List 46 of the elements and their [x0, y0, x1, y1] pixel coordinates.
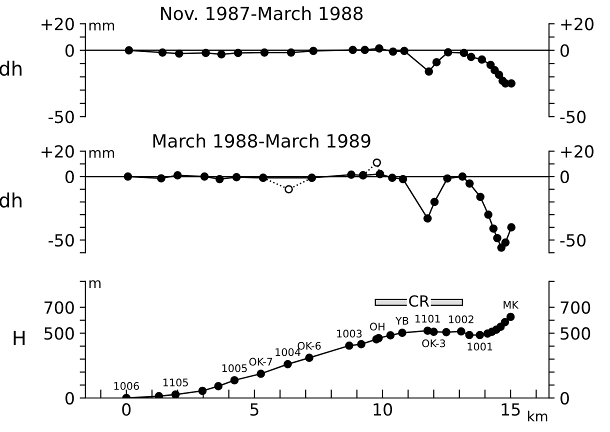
y-tick-label: 0 [65, 392, 74, 405]
y2-tick-label: 0 [560, 170, 569, 184]
annotation: 1001 [468, 342, 492, 351]
y-tick-label: -50 [48, 110, 74, 124]
annotation: 1005 [222, 364, 247, 372]
y2-tick-label: 500 [560, 327, 590, 340]
y-tick-label: +20 [42, 18, 74, 30]
y-tick-label: 500 [44, 327, 74, 340]
x-tick-label: 0 [122, 403, 131, 416]
y2-tick-label: -50 [560, 234, 586, 247]
x-tick-label: 5 [250, 403, 258, 416]
y-tick-label: +20 [42, 145, 74, 158]
annotation: 1101 [415, 314, 440, 323]
band-label: CR [409, 295, 430, 307]
annotation: 1002 [449, 315, 474, 324]
y-tick-label: 0 [65, 44, 74, 57]
y-axis-title: dh [0, 60, 22, 76]
annotation: OK-7 [249, 358, 272, 366]
y-tick-label: 0 [65, 170, 74, 184]
text: km [528, 410, 548, 422]
annotation: mm [89, 22, 114, 30]
annotation: 1105 [163, 378, 188, 386]
annotation: m [89, 280, 101, 288]
annotation: mm [89, 150, 114, 158]
annotation: OK-3 [422, 339, 446, 348]
annotation: OH [370, 322, 384, 331]
y-axis-title: dh [0, 192, 22, 208]
chart-title: Nov. 1987-March 1988 [161, 6, 363, 20]
y-tick-label: 700 [44, 301, 74, 314]
y2-tick-label: +20 [561, 18, 594, 30]
y-tick-label: -50 [48, 234, 74, 247]
annotation: OK-6 [298, 342, 321, 350]
y2-tick-label: 700 [560, 301, 590, 314]
annotation: 1006 [114, 382, 139, 390]
y2-tick-label: -50 [560, 110, 586, 124]
annotation: YB [395, 316, 408, 325]
y2-tick-label: +20 [561, 145, 594, 158]
annotation: 1003 [337, 330, 362, 338]
y2-tick-label: 0 [560, 392, 569, 405]
y2-tick-label: 0 [560, 44, 569, 57]
chart-title: March 1988-March 1989 [153, 134, 370, 148]
x-tick-label: 15 [502, 403, 520, 416]
annotation: 1004 [276, 348, 300, 356]
annotation: MK [504, 301, 519, 309]
y-axis-title: H [14, 330, 25, 346]
x-tick-label: 10 [374, 403, 392, 416]
